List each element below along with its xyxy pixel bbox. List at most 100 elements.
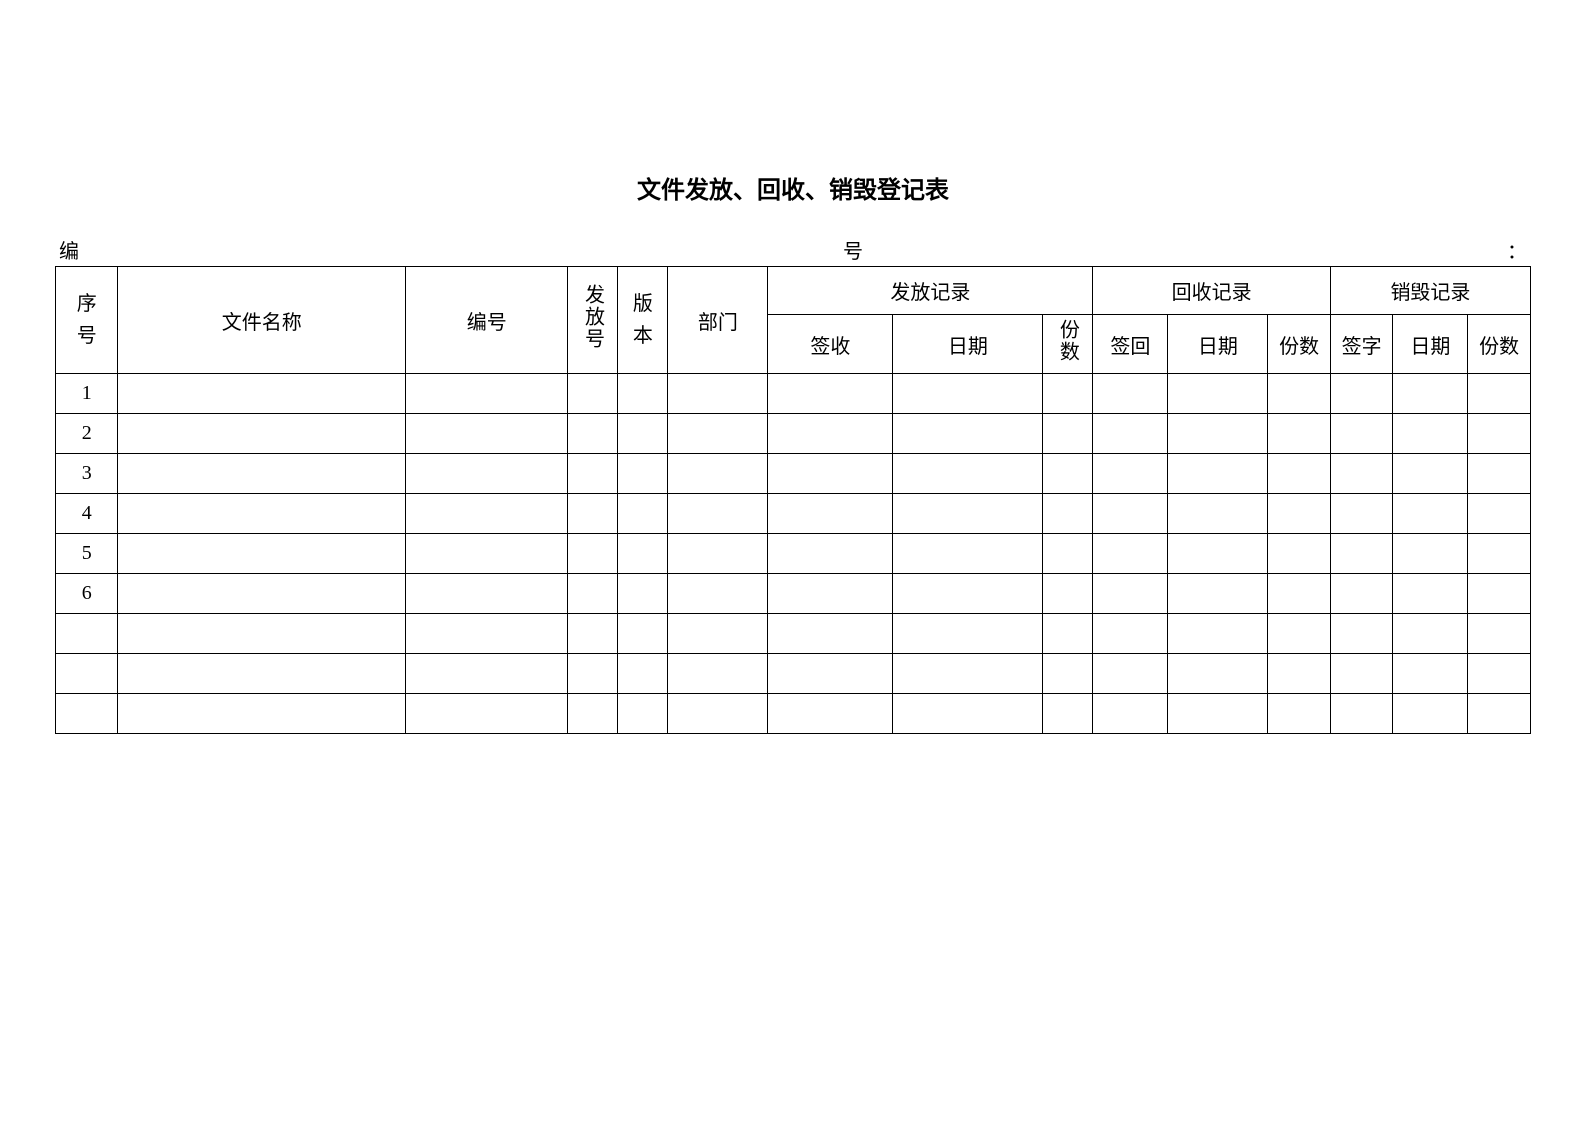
table-cell	[1468, 414, 1531, 454]
table-cell	[568, 414, 618, 454]
table-cell	[1093, 454, 1168, 494]
col-recycle-sign: 签回	[1093, 315, 1168, 374]
table-cell	[1043, 494, 1093, 534]
table-cell	[1168, 694, 1268, 734]
table-cell	[618, 534, 668, 574]
table-cell	[1468, 654, 1531, 694]
table-cell	[768, 374, 893, 414]
table-cell	[405, 534, 567, 574]
table-cell	[618, 574, 668, 614]
table-cell	[1393, 374, 1468, 414]
table-cell	[618, 654, 668, 694]
table-cell	[893, 374, 1043, 414]
table-cell	[768, 694, 893, 734]
table-cell	[768, 574, 893, 614]
table-cell	[1330, 534, 1392, 574]
table-cell	[1168, 614, 1268, 654]
table-cell	[405, 654, 567, 694]
col-issue-copies: 份数	[1043, 315, 1093, 374]
table-cell	[1168, 654, 1268, 694]
table-cell	[1393, 414, 1468, 454]
col-dept: 部门	[668, 267, 768, 374]
table-cell	[668, 494, 768, 534]
table-cell	[1093, 614, 1168, 654]
page-title: 文件发放、回收、销毁登记表	[55, 170, 1531, 205]
table-cell	[405, 374, 567, 414]
table-cell	[1330, 454, 1392, 494]
register-table: 序号 文件名称 编号 发放号 版本 部门 发放记录 回收记录 销毁记录 签收 日…	[55, 266, 1531, 734]
form-number-mid: 号	[79, 235, 1507, 264]
table-cell	[1168, 374, 1268, 414]
table-cell	[568, 374, 618, 414]
table-cell	[1468, 694, 1531, 734]
table-cell	[668, 374, 768, 414]
table-cell	[618, 494, 668, 534]
col-destroy-sign: 签字	[1330, 315, 1392, 374]
table-cell	[118, 654, 405, 694]
table-cell	[56, 654, 118, 694]
col-destroy-date: 日期	[1393, 315, 1468, 374]
table-cell	[568, 694, 618, 734]
table-row	[56, 694, 1531, 734]
table-cell	[893, 574, 1043, 614]
col-code: 编号	[405, 267, 567, 374]
table-cell: 3	[56, 454, 118, 494]
table-cell	[1393, 614, 1468, 654]
table-cell: 4	[56, 494, 118, 534]
table-cell	[768, 414, 893, 454]
table-cell	[1268, 574, 1331, 614]
table-cell	[1468, 454, 1531, 494]
table-cell: 5	[56, 534, 118, 574]
col-issue-record: 发放记录	[768, 267, 1093, 315]
table-cell	[1043, 414, 1093, 454]
table-cell	[1043, 654, 1093, 694]
table-cell	[1043, 574, 1093, 614]
table-cell	[668, 534, 768, 574]
table-cell	[1168, 494, 1268, 534]
col-issue-no-label: 发放号	[578, 284, 607, 350]
table-cell	[618, 454, 668, 494]
table-cell	[1330, 574, 1392, 614]
table-cell	[1393, 654, 1468, 694]
table-cell	[118, 374, 405, 414]
table-cell	[405, 614, 567, 654]
table-cell	[405, 414, 567, 454]
table-cell	[893, 654, 1043, 694]
table-cell	[405, 494, 567, 534]
table-cell	[1330, 374, 1392, 414]
table-cell	[56, 614, 118, 654]
table-cell	[56, 694, 118, 734]
col-issue-date: 日期	[893, 315, 1043, 374]
form-number-row: 编 号 ：	[55, 235, 1531, 264]
table-cell	[768, 494, 893, 534]
table-cell	[568, 454, 618, 494]
table-cell	[1168, 454, 1268, 494]
table-cell: 6	[56, 574, 118, 614]
table-cell	[1268, 534, 1331, 574]
page-container: 文件发放、回收、销毁登记表 编 号 ： 序号 文件名称 编号 发放号 版本 部门…	[0, 0, 1586, 734]
col-recycle-date: 日期	[1168, 315, 1268, 374]
table-cell	[1043, 694, 1093, 734]
table-cell	[568, 534, 618, 574]
table-cell	[1268, 694, 1331, 734]
table-cell	[1093, 374, 1168, 414]
table-cell	[768, 454, 893, 494]
table-cell	[568, 494, 618, 534]
table-cell: 2	[56, 414, 118, 454]
table-cell	[1168, 534, 1268, 574]
table-row: 1	[56, 374, 1531, 414]
table-body: 123456	[56, 374, 1531, 734]
table-row: 5	[56, 534, 1531, 574]
table-cell	[1330, 494, 1392, 534]
table-cell	[568, 574, 618, 614]
table-cell	[1468, 374, 1531, 414]
table-cell	[1168, 574, 1268, 614]
table-cell	[118, 614, 405, 654]
col-issue-no: 发放号	[568, 267, 618, 374]
table-cell	[893, 534, 1043, 574]
table-cell	[568, 614, 618, 654]
table-row: 6	[56, 574, 1531, 614]
table-cell	[1468, 614, 1531, 654]
table-cell	[1330, 414, 1392, 454]
col-version: 版本	[618, 267, 668, 374]
